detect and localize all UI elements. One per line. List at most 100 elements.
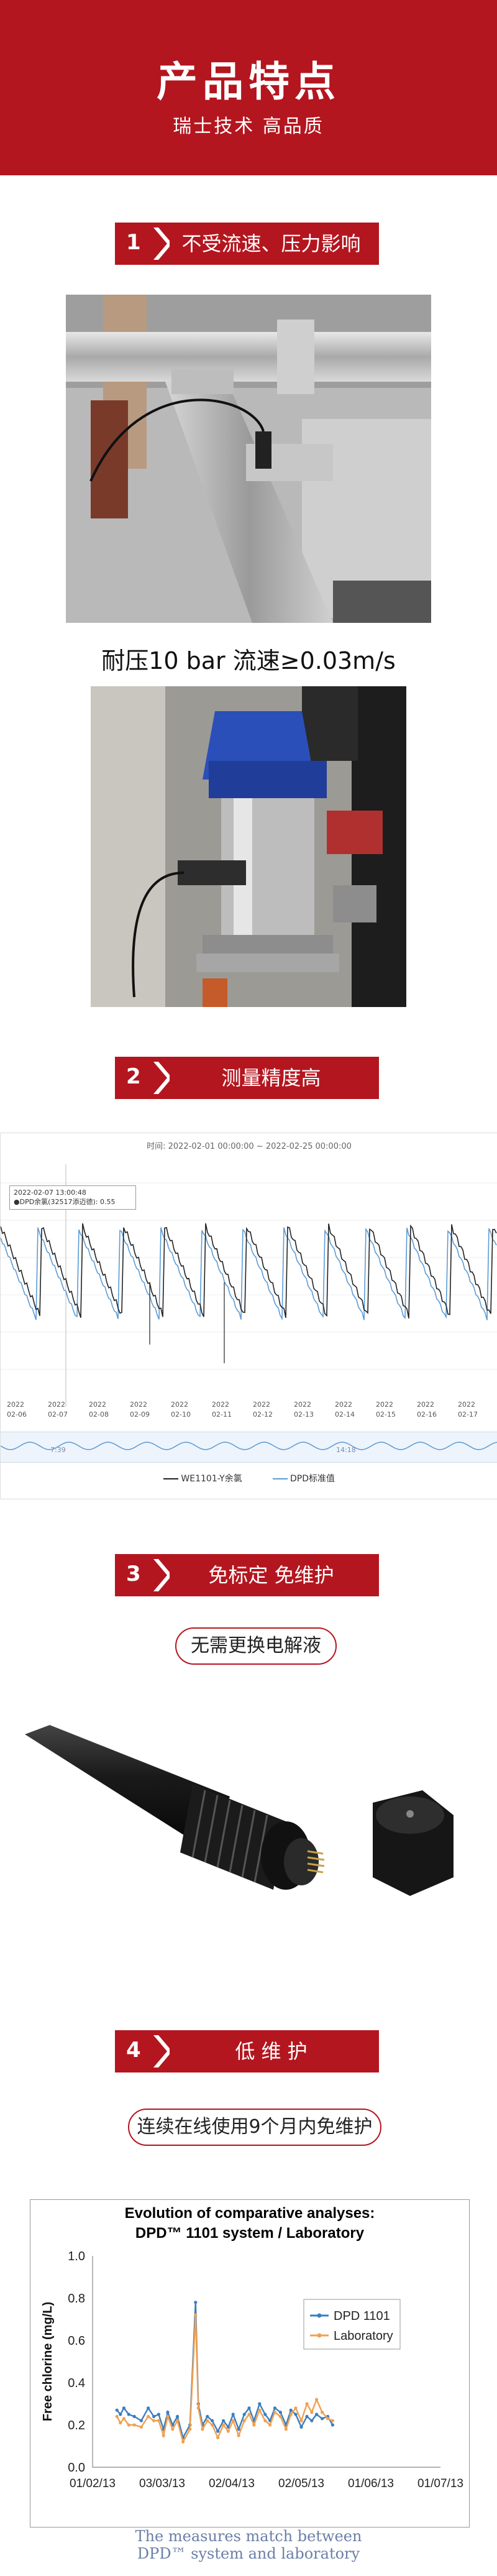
- legend-label-a: WE1101-Y余氯: [181, 1474, 242, 1484]
- data-point: [310, 2411, 314, 2414]
- series-dpd-line: [1, 1227, 497, 1321]
- date-tick-day: 02-12: [253, 1410, 273, 1419]
- sensor-product-photo: [25, 1691, 472, 1927]
- comparison-chart-title: Evolution of comparative analyses:: [124, 2205, 375, 2222]
- data-point: [331, 2419, 334, 2422]
- data-point: [152, 2414, 156, 2418]
- data-point: [127, 2423, 130, 2427]
- data-point: [278, 2414, 282, 2418]
- data-point: [289, 2408, 293, 2412]
- legend-label: Laboratory: [334, 2329, 393, 2343]
- x-tick-label: 02/05/13: [278, 2477, 324, 2490]
- date-tick-day: 02-16: [417, 1410, 437, 1419]
- data-point: [166, 2414, 170, 2418]
- section-4-title: 低 维 护: [235, 2040, 308, 2063]
- data-point: [181, 2440, 185, 2444]
- y-tick-label: 0.6: [68, 2334, 85, 2348]
- date-axis: 2022 02-06 2022 02-07 2022 02-08 2022 02-09 2022…: [1, 1401, 497, 1425]
- section-1-number: 1: [126, 230, 141, 255]
- data-point: [119, 2421, 122, 2425]
- date-tick-year: 2022: [294, 1401, 311, 1409]
- tooltip-time: 2022-02-07 13:00:48: [14, 1189, 86, 1197]
- chart-axes: [92, 2256, 440, 2468]
- date-tick-year: 2022: [376, 1401, 393, 1409]
- data-point: [152, 2419, 156, 2422]
- data-point: [216, 2429, 220, 2433]
- data-point: [299, 2425, 303, 2429]
- date-tick-day: 02-07: [48, 1410, 68, 1419]
- legend-marker: [317, 2313, 322, 2318]
- chart-time-range: 时间: 2022-02-01 00:00:00 ~ 2022-02-25 00:…: [147, 1142, 352, 1151]
- pipe-sensor-photo: [66, 295, 431, 623]
- y-tick-label: 0.0: [68, 2461, 85, 2475]
- no-electrolyte-pill: 无需更换电解液: [175, 1627, 337, 1665]
- data-point: [247, 2406, 251, 2410]
- data-point: [176, 2419, 180, 2422]
- precision-chart-panel: 时间: 2022-02-01 00:00:00 ~ 2022-02-25 00:…: [0, 1133, 497, 1499]
- range-slider[interactable]: 7:39 14:18: [0, 1432, 497, 1463]
- data-point: [247, 2413, 251, 2416]
- data-point: [132, 2423, 136, 2427]
- data-point: [196, 2406, 200, 2410]
- data-point: [201, 2427, 204, 2431]
- flange-sensor-photo: [91, 686, 406, 1007]
- data-point: [206, 2419, 209, 2422]
- data-point: [263, 2419, 267, 2422]
- legend-label-b: DPD标准值: [290, 1474, 335, 1484]
- chevron-arrow-icon: [153, 1559, 170, 1591]
- date-tick-year: 2022: [458, 1401, 475, 1409]
- page-title: 产品特点: [157, 58, 340, 106]
- section-1-header: 1 不受流速、压力影响: [115, 223, 379, 265]
- data-point: [231, 2419, 235, 2422]
- chevron-arrow-icon: [153, 228, 170, 260]
- date-tick-year: 2022: [48, 1401, 65, 1409]
- data-point: [321, 2411, 324, 2414]
- y-tick-label: 0.4: [68, 2376, 85, 2390]
- section-1-title: 不受流速、压力影响: [181, 232, 361, 255]
- date-tick-day: 02-08: [89, 1410, 109, 1419]
- data-point: [188, 2427, 192, 2431]
- chevron-arrow-icon: [153, 1062, 170, 1094]
- data-point: [315, 2398, 319, 2401]
- maintenance-free-pill: 连续在线使用9个月内免维护: [128, 2109, 381, 2146]
- y-axis-label: Free chlorine (mg/L): [41, 2302, 55, 2421]
- comparison-chart-subtitle: DPD™ 1101 system / Laboratory: [135, 2225, 365, 2242]
- data-point: [252, 2423, 256, 2427]
- data-point: [147, 2414, 150, 2418]
- data-point: [122, 2406, 125, 2410]
- data-point: [263, 2413, 267, 2416]
- data-point: [147, 2406, 150, 2410]
- section-3-number: 3: [126, 1562, 141, 1586]
- data-point: [231, 2413, 235, 2416]
- series-we1101-line: [1, 1223, 497, 1319]
- section-4-header: 4 低 维 护: [115, 2030, 379, 2072]
- y-tick-label: 1.0: [68, 2250, 85, 2263]
- data-point: [310, 2419, 314, 2422]
- data-point: [216, 2436, 220, 2439]
- data-point: [289, 2413, 293, 2416]
- data-point: [284, 2427, 288, 2431]
- section-4-number: 4: [126, 2038, 141, 2063]
- data-point: [166, 2411, 170, 2414]
- section-2-number: 2: [126, 1064, 141, 1089]
- data-point: [206, 2414, 209, 2418]
- trend-legend: WE1101-Y余氯 DPD标准值: [1, 1472, 497, 1484]
- data-point: [211, 2423, 214, 2427]
- footer-line-1: The measures match between: [135, 2528, 362, 2545]
- footer-note: The measures match between DPD™ system a…: [0, 2528, 497, 2562]
- page-subtitle: 瑞士技术 高品质: [173, 116, 324, 137]
- data-point: [273, 2406, 276, 2410]
- date-tick-day: 02-10: [171, 1410, 191, 1419]
- date-tick-year: 2022: [212, 1401, 229, 1409]
- legend-swatch-b: [272, 1478, 288, 1479]
- data-point: [326, 2417, 330, 2421]
- data-point: [132, 2414, 136, 2418]
- y-tick-label: 0.8: [68, 2292, 85, 2306]
- data-point: [162, 2434, 165, 2437]
- chevron-arrow-icon: [153, 2035, 170, 2068]
- data-point: [115, 2408, 119, 2412]
- section-2-header: 2 测量精度高: [115, 1057, 379, 1099]
- section-3-header: 3 免标定 免维护: [115, 1554, 379, 1596]
- legend-swatch-a: [163, 1478, 178, 1479]
- x-tick-label: 01/02/13: [70, 2477, 116, 2490]
